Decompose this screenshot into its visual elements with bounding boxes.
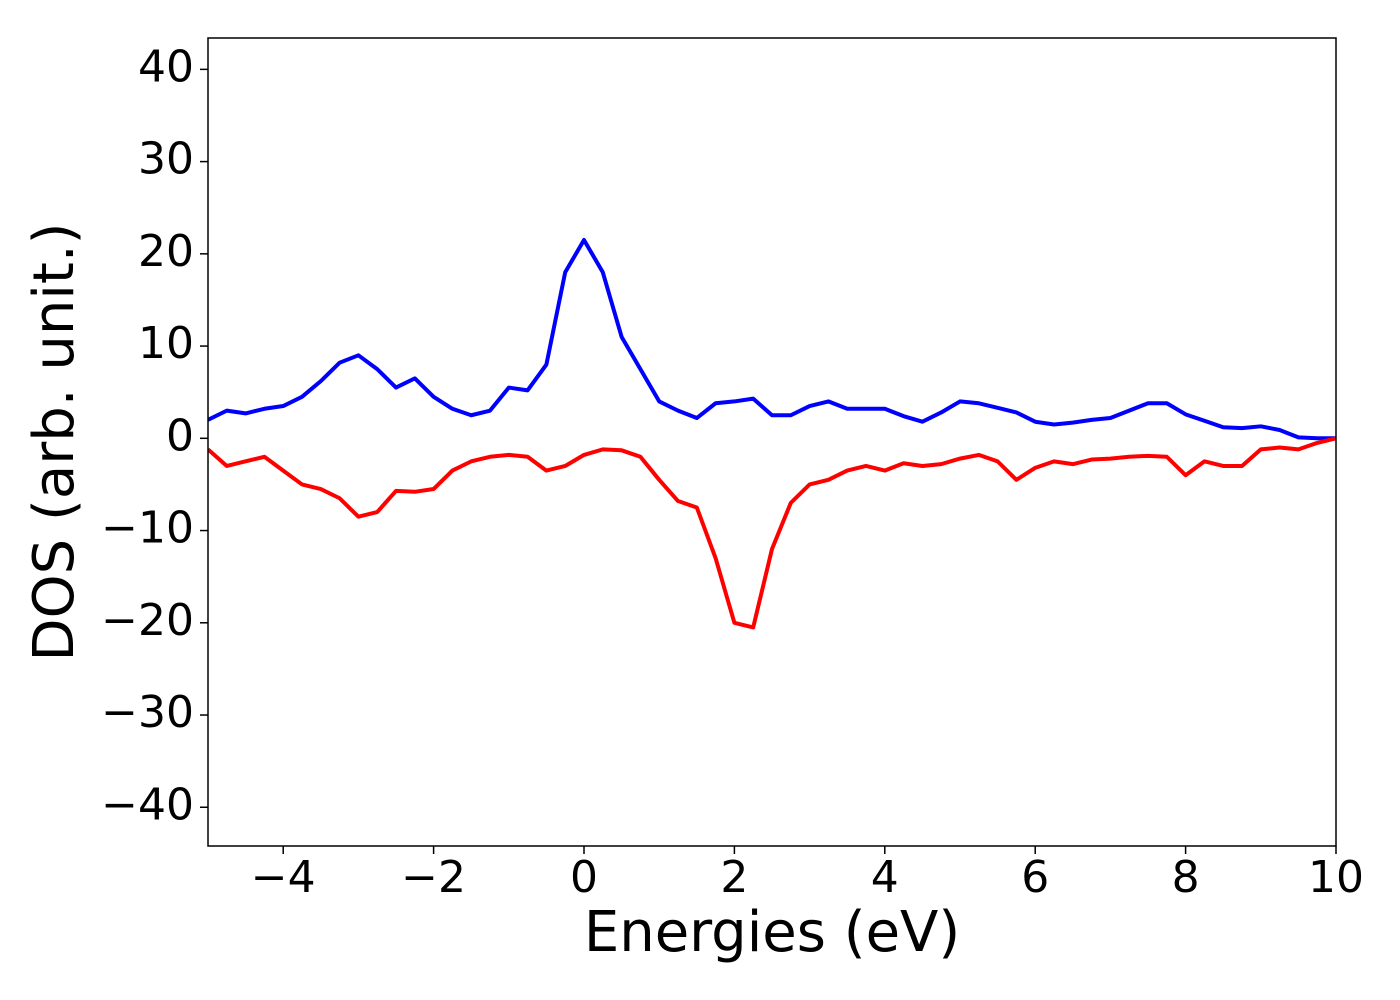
y-tick-label: 0 [166,410,194,461]
y-tick-label: 20 [138,226,194,277]
y-tick-label: 40 [138,41,194,92]
x-tick-label: 8 [1172,852,1200,903]
x-tick-label: −2 [401,852,466,903]
x-tick-label: 6 [1021,852,1049,903]
y-tick-label: −40 [101,779,194,830]
y-tick-label: 10 [138,318,194,369]
plot-frame [207,37,1337,847]
x-tick-label: 4 [871,852,899,903]
y-axis-label: DOS (arb. unit.) [22,222,87,661]
x-tick-label: −4 [251,852,316,903]
y-tick-label: 30 [138,134,194,185]
y-tick-label: −30 [101,687,194,738]
y-tick-label: −20 [101,595,194,646]
x-tick-label: 2 [720,852,748,903]
x-tick-label: 10 [1308,852,1364,903]
line-series [208,436,1336,630]
x-tick-label: 0 [570,852,598,903]
y-tick-label: −10 [101,503,194,554]
x-axis-label: Energies (eV) [584,900,960,965]
line-series [208,238,1336,441]
